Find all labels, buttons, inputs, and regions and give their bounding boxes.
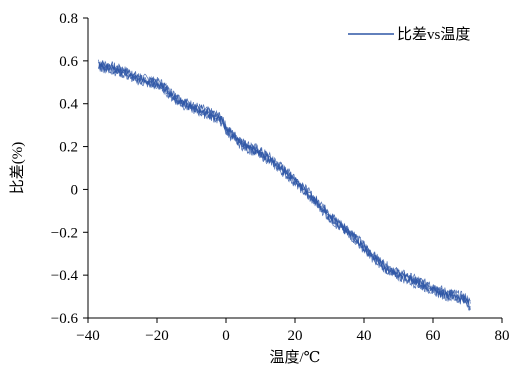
y-tick-label: 0.4 bbox=[59, 97, 78, 113]
y-ticks: 0.8 0.6 0.4 0.2 0 −0.2 −0.4 −0.6 bbox=[51, 11, 88, 327]
y-tick-label: 0.2 bbox=[59, 140, 78, 156]
x-tick-label: −20 bbox=[145, 328, 168, 344]
x-tick-label: 80 bbox=[495, 328, 510, 344]
y-axis-title: 比差(%) bbox=[9, 142, 26, 195]
y-tick-label: 0.6 bbox=[59, 54, 78, 70]
y-tick-label: 0 bbox=[71, 182, 79, 198]
y-tick-label: −0.4 bbox=[51, 268, 79, 284]
series-line bbox=[98, 61, 471, 311]
y-tick-label: −0.2 bbox=[51, 225, 78, 241]
x-tick-label: 0 bbox=[222, 328, 230, 344]
x-tick-label: 60 bbox=[426, 328, 441, 344]
legend: 比差vs温度 bbox=[348, 26, 470, 43]
series-layer bbox=[98, 59, 471, 312]
series-line bbox=[98, 63, 471, 311]
x-ticks: −40 −20 0 20 40 60 80 bbox=[76, 318, 510, 344]
x-axis-title: 温度/℃ bbox=[270, 349, 321, 366]
legend-label: 比差vs温度 bbox=[397, 26, 470, 43]
x-tick-label: −40 bbox=[76, 328, 99, 344]
y-tick-label: −0.6 bbox=[51, 311, 79, 327]
series-line bbox=[98, 60, 471, 305]
axes bbox=[87, 18, 502, 319]
series-line bbox=[98, 59, 471, 304]
y-tick-label: 0.8 bbox=[59, 11, 78, 27]
x-tick-label: 40 bbox=[357, 328, 372, 344]
x-tick-label: 20 bbox=[288, 328, 303, 344]
